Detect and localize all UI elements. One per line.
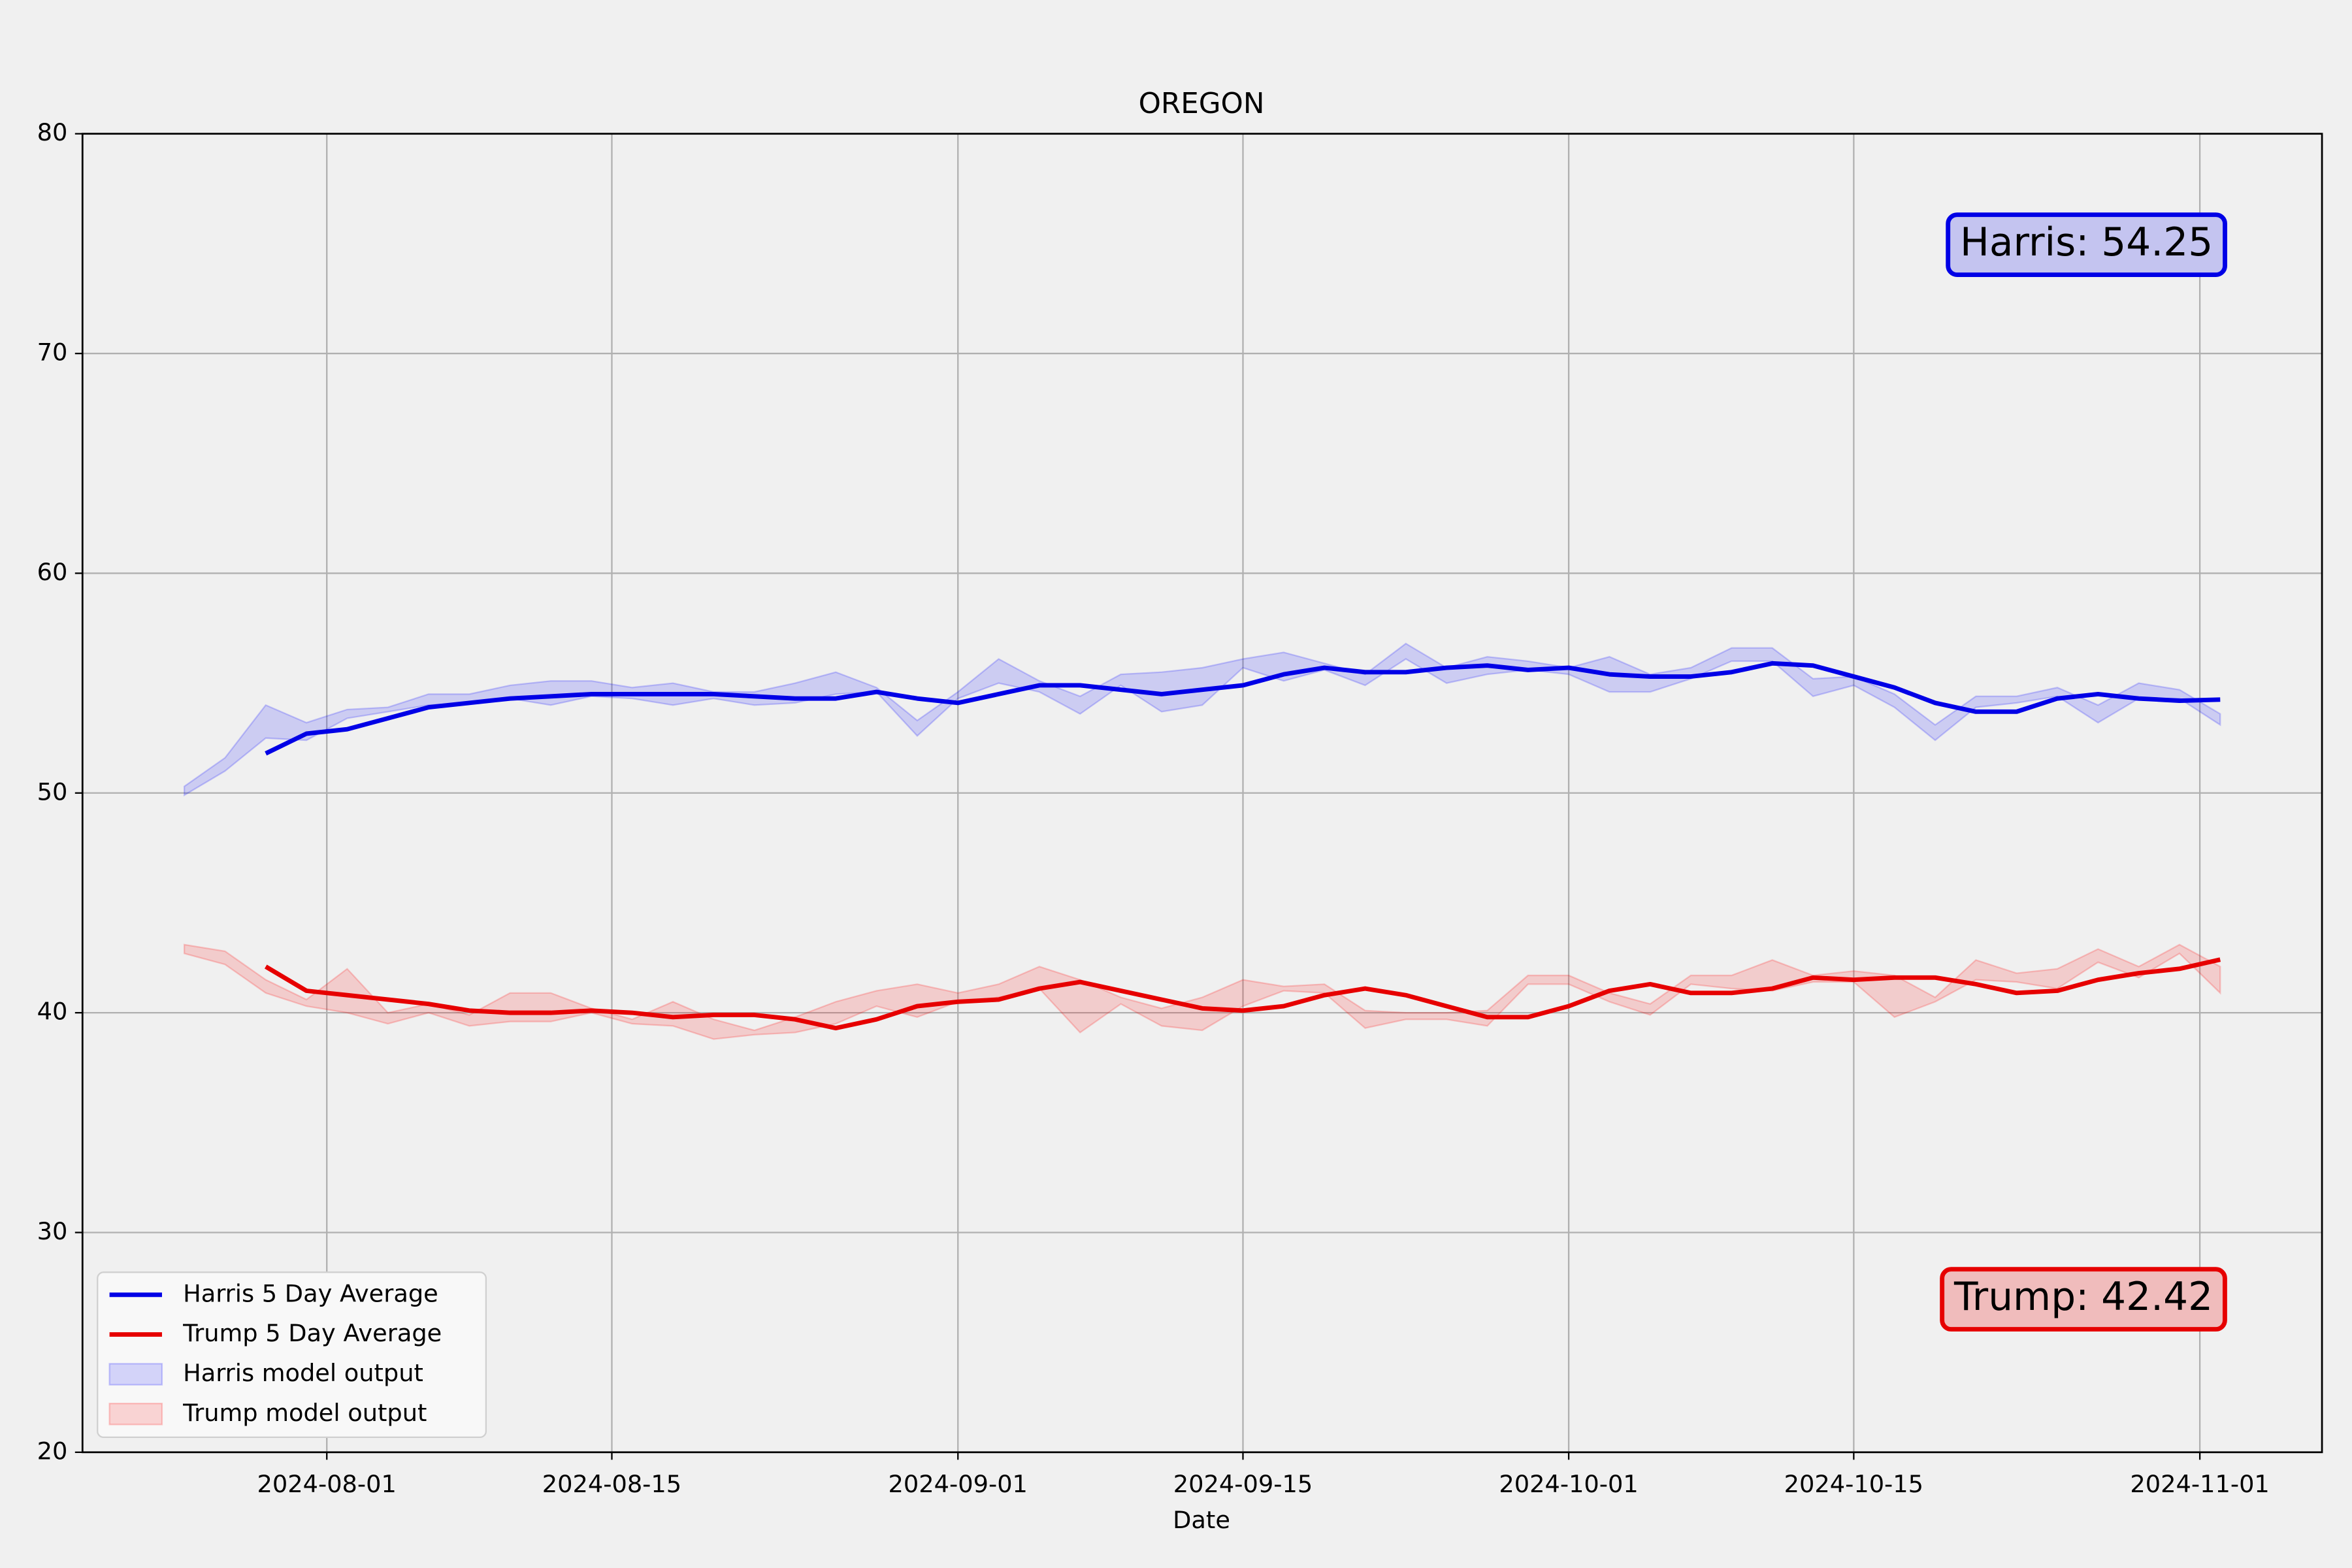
annotation-text: Harris: 54.25 [1960, 220, 2213, 265]
x-tick-label: 2024-08-15 [542, 1470, 681, 1498]
legend-swatch [108, 1403, 163, 1426]
annotation-text: Trump: 42.42 [1953, 1275, 2213, 1320]
y-tick-label: 20 [37, 1437, 68, 1465]
y-tick-label: 60 [37, 558, 68, 586]
annotation-box [1940, 1267, 2227, 1332]
y-tick-label: 40 [37, 998, 68, 1026]
legend-label: Trump model output [182, 1399, 427, 1427]
legend-box [97, 1271, 487, 1439]
x-tick-label: 2024-08-01 [257, 1470, 397, 1498]
annotation-box [1946, 212, 2227, 277]
x-tick-label: 2024-10-01 [1499, 1470, 1638, 1498]
legend-label: Trump 5 Day Average [182, 1319, 442, 1347]
legend-label: Harris 5 Day Average [183, 1279, 438, 1307]
x-axis-label: Date [1173, 1506, 1230, 1534]
x-tick-label: 2024-09-01 [889, 1470, 1028, 1498]
y-tick-label: 50 [37, 777, 68, 806]
y-tick-label: 70 [37, 338, 68, 367]
x-tick-label: 2024-10-15 [1784, 1470, 1923, 1498]
x-tick-label: 2024-11-01 [2130, 1470, 2269, 1498]
chart-title: OREGON [1139, 88, 1265, 120]
x-tick-label: 2024-09-15 [1173, 1470, 1313, 1498]
y-tick-label: 30 [37, 1217, 68, 1245]
plot-frame [81, 133, 2323, 1454]
y-tick-label: 80 [37, 118, 68, 146]
average-line [264, 957, 2221, 1031]
model-band [183, 642, 2221, 797]
legend-swatch [108, 1363, 163, 1386]
average-line [265, 661, 2221, 756]
legend-label: Harris model output [183, 1359, 423, 1387]
